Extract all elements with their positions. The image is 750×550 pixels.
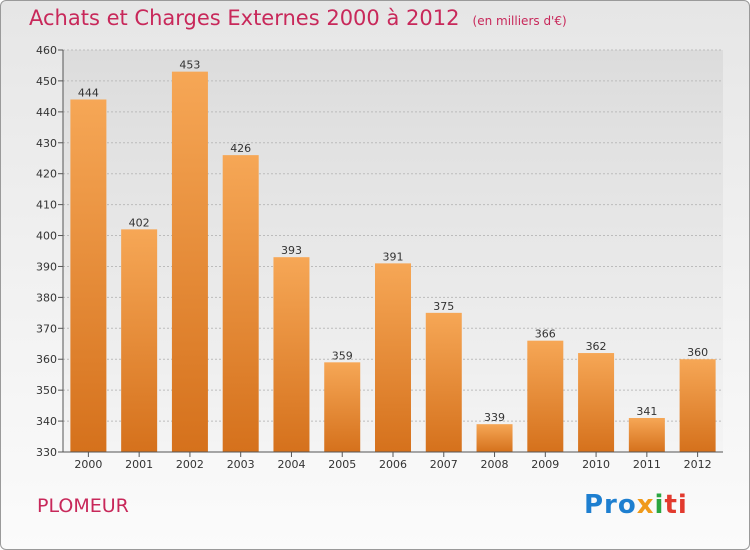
y-tick-label: 440 bbox=[36, 106, 57, 119]
title-unit: (en milliers d'€) bbox=[472, 14, 567, 28]
logo-part-2: x bbox=[636, 490, 655, 520]
y-tick-label: 330 bbox=[36, 446, 57, 459]
bar bbox=[324, 362, 361, 452]
data-label: 359 bbox=[332, 349, 353, 362]
x-tick-label: 2009 bbox=[531, 458, 559, 471]
y-tick-label: 380 bbox=[36, 291, 57, 304]
bar bbox=[527, 340, 564, 452]
x-tick-label: 2003 bbox=[227, 458, 255, 471]
bars: 444 402 453 426 393 359 391 375 339 366 362 341 360 bbox=[70, 59, 716, 453]
x-tick-label: 2012 bbox=[684, 458, 712, 471]
y-tick-label: 350 bbox=[36, 384, 57, 397]
y-tick-label: 400 bbox=[36, 230, 57, 243]
logo-part-3: i bbox=[654, 490, 665, 520]
chart-title: Achats et Charges Externes 2000 à 2012 (… bbox=[29, 6, 567, 30]
logo-part-4: ti bbox=[664, 490, 688, 520]
bar bbox=[578, 353, 615, 452]
bar bbox=[476, 424, 513, 452]
logo-part-1: Pro bbox=[584, 490, 637, 520]
x-tick-label: 2005 bbox=[328, 458, 356, 471]
x-tick-label: 2008 bbox=[481, 458, 509, 471]
data-label: 339 bbox=[484, 411, 505, 424]
data-label: 366 bbox=[535, 328, 556, 341]
bar bbox=[222, 155, 259, 452]
proxiti-logo: Proxiti bbox=[584, 490, 688, 520]
data-label: 453 bbox=[179, 59, 200, 72]
y-tick-label: 430 bbox=[36, 137, 57, 150]
x-tick-label: 2006 bbox=[379, 458, 407, 471]
bar bbox=[273, 257, 310, 452]
x-tick-label: 2007 bbox=[430, 458, 458, 471]
data-label: 444 bbox=[78, 86, 99, 99]
data-label: 341 bbox=[636, 405, 657, 418]
x-tick-label: 2010 bbox=[582, 458, 610, 471]
data-label: 402 bbox=[129, 216, 150, 229]
x-tick-label: 2000 bbox=[74, 458, 102, 471]
y-tick-label: 450 bbox=[36, 75, 57, 88]
axes: 330 340 350 360 370 380 390 400 410 420 430 440 450 4… bbox=[36, 44, 723, 471]
title-text: Achats et Charges Externes 2000 à 2012 bbox=[29, 6, 460, 30]
bar bbox=[171, 71, 208, 453]
bar bbox=[375, 263, 411, 452]
y-tick-label: 340 bbox=[36, 415, 57, 428]
data-label: 426 bbox=[230, 142, 251, 155]
data-label: 375 bbox=[433, 300, 454, 313]
town-name: PLOMEUR bbox=[37, 495, 129, 517]
bar bbox=[121, 229, 158, 452]
data-label: 393 bbox=[281, 244, 302, 257]
y-tick-label: 360 bbox=[36, 353, 57, 366]
data-label: 391 bbox=[383, 250, 404, 263]
bar bbox=[679, 359, 716, 452]
y-tick-label: 390 bbox=[36, 260, 57, 273]
x-tick-label: 2001 bbox=[125, 458, 153, 471]
data-label: 362 bbox=[586, 340, 607, 353]
y-tick-label: 420 bbox=[36, 168, 57, 181]
x-tick-label: 2011 bbox=[633, 458, 661, 471]
bar bbox=[425, 312, 462, 452]
y-tick-label: 370 bbox=[36, 322, 57, 335]
y-tick-label: 460 bbox=[36, 44, 57, 57]
data-label: 360 bbox=[687, 346, 708, 359]
x-tick-label: 2004 bbox=[277, 458, 305, 471]
y-tick-label: 410 bbox=[36, 199, 57, 212]
bar bbox=[70, 99, 107, 452]
bar bbox=[628, 417, 665, 452]
x-tick-label: 2002 bbox=[176, 458, 204, 471]
